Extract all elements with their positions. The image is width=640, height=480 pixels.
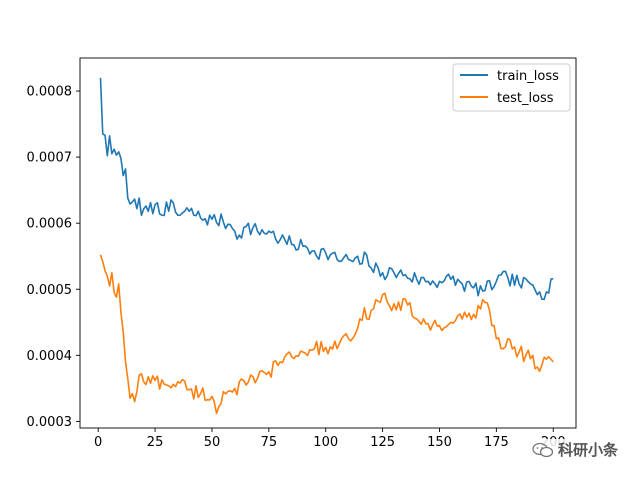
watermark: 科研小条 <box>531 439 618 460</box>
legend-label-test-loss: test_loss <box>497 91 554 106</box>
y-tick-label: 0.0008 <box>27 85 73 100</box>
legend-label-train-loss: train_loss <box>497 69 559 84</box>
y-tick-label: 0.0004 <box>27 349 73 364</box>
plot-frame <box>79 57 577 429</box>
plot-area <box>80 58 576 428</box>
wechat-icon <box>532 442 554 457</box>
y-tick-label: 0.0005 <box>27 283 73 298</box>
x-tick-label: 150 <box>427 435 452 450</box>
x-tick-label: 0 <box>94 435 102 450</box>
x-tick-label: 75 <box>261 435 278 450</box>
watermark-text: 科研小条 <box>557 441 618 459</box>
y-tick-label: 0.0003 <box>27 415 73 430</box>
x-tick-label: 50 <box>204 435 221 450</box>
x-tick-label: 125 <box>370 435 395 450</box>
x-axis: 0255075100125150175200 <box>94 428 566 450</box>
series-line-train-loss <box>99 77 554 301</box>
y-tick-label: 0.0006 <box>27 217 73 232</box>
legend: train_loss test_loss <box>452 63 571 112</box>
x-tick-label: 175 <box>484 435 509 450</box>
series-line-test-loss <box>99 254 554 415</box>
x-tick-label: 100 <box>313 435 338 450</box>
y-tick-label: 0.0007 <box>27 151 73 166</box>
y-axis: 0.0003 0.0004 0.0005 0.0006 0.0007 0.0008 <box>27 85 80 430</box>
series-layer <box>99 77 554 415</box>
x-tick-label: 25 <box>147 435 164 450</box>
